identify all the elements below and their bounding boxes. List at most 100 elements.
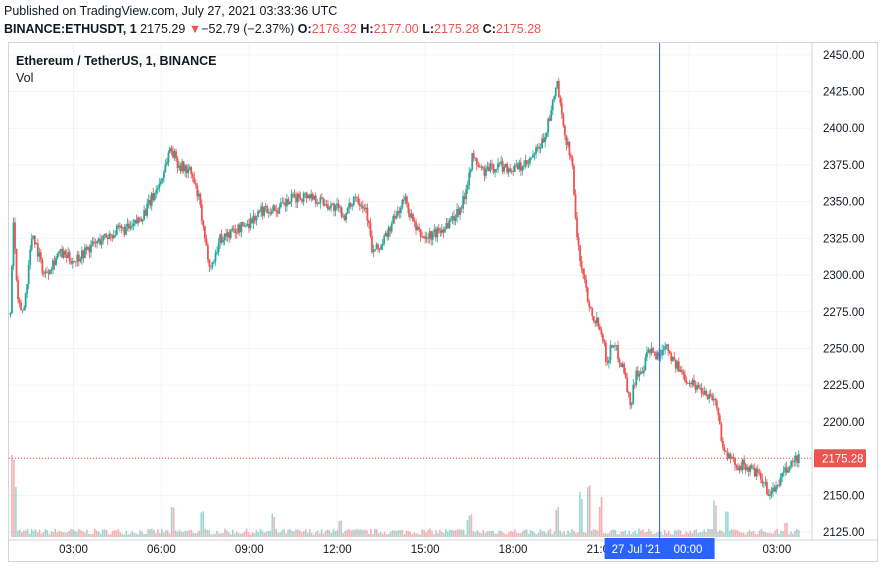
candle <box>791 461 794 463</box>
candle <box>360 205 363 207</box>
volume-bar <box>679 530 682 537</box>
volume-bar <box>561 533 563 537</box>
volume-bar <box>151 528 153 537</box>
candle <box>398 211 401 213</box>
volume-bar <box>557 507 560 537</box>
candle <box>138 217 141 219</box>
candle <box>726 451 729 459</box>
volume-bar <box>549 528 552 537</box>
y-tick-label: 2425.00 <box>823 86 865 98</box>
volume-bar <box>624 530 627 537</box>
candle <box>541 138 544 148</box>
candle <box>302 193 305 202</box>
candle <box>580 260 583 269</box>
candle <box>161 178 164 182</box>
candle <box>52 260 54 270</box>
volume-bar <box>409 531 412 537</box>
volume-bar <box>612 529 615 537</box>
candle <box>79 259 82 262</box>
volume-bar <box>585 532 587 537</box>
candle <box>71 261 74 264</box>
candle <box>570 155 572 158</box>
candle <box>506 163 509 173</box>
volume-bar <box>20 532 23 537</box>
candle <box>469 169 472 173</box>
volume-bar <box>443 533 445 537</box>
candle <box>589 306 592 309</box>
volume-bar <box>324 530 327 537</box>
candle <box>656 352 659 360</box>
volume-bar <box>592 528 595 537</box>
volume-bar <box>462 529 465 537</box>
volume-bar <box>551 534 554 537</box>
candle <box>700 387 703 394</box>
candle <box>213 261 215 262</box>
candle <box>211 261 214 267</box>
candle <box>131 225 133 227</box>
volume-bar <box>494 533 496 537</box>
candle <box>532 154 534 158</box>
volume-bar <box>214 534 216 537</box>
volume-bar <box>123 534 126 537</box>
volume-bar <box>241 532 244 537</box>
candle <box>650 348 653 354</box>
candle <box>235 233 238 234</box>
volume-bar <box>129 533 132 537</box>
candle <box>527 162 530 164</box>
volume-bar <box>263 532 266 537</box>
volume-bar <box>11 454 13 537</box>
candle <box>428 231 431 239</box>
candle <box>585 279 588 288</box>
volume-bar <box>563 531 565 537</box>
volume-bar <box>141 531 143 537</box>
candle <box>635 370 638 385</box>
volume-bar <box>131 531 134 537</box>
candle <box>123 227 126 235</box>
candle <box>147 199 150 204</box>
candle <box>246 223 249 226</box>
candle <box>83 247 86 258</box>
volume-bar <box>618 534 621 537</box>
volume-bar <box>186 531 189 537</box>
candle <box>450 218 452 221</box>
candle <box>522 165 525 167</box>
volume-bar <box>514 529 516 537</box>
candle <box>229 230 232 238</box>
volume-bar <box>450 530 453 537</box>
candle <box>216 251 218 253</box>
candle <box>396 211 399 216</box>
candle <box>68 252 71 262</box>
candle <box>185 165 188 174</box>
candle <box>573 165 575 195</box>
candle <box>287 199 290 205</box>
volume-bar <box>652 533 654 537</box>
candle <box>652 348 654 353</box>
candle <box>633 384 636 386</box>
volume-bar <box>478 532 481 537</box>
candle <box>14 222 16 249</box>
volume-bar <box>697 532 700 537</box>
candle <box>322 198 325 206</box>
candle <box>305 192 308 199</box>
candle <box>91 241 94 245</box>
candle <box>155 189 158 193</box>
candle <box>286 199 288 207</box>
volume-bar <box>277 532 279 537</box>
candle <box>597 317 600 327</box>
volume-bar <box>304 529 307 537</box>
symbol-label: BINANCE:ETHUSDT, 1 <box>4 22 137 36</box>
candle <box>82 250 85 258</box>
volume-bar <box>372 534 374 537</box>
y-tick-label: 2400.00 <box>823 123 865 135</box>
candle <box>588 301 591 307</box>
volume-bar <box>661 534 664 537</box>
candle <box>219 234 221 244</box>
candle <box>436 228 439 238</box>
candle <box>392 216 395 224</box>
volume-bar <box>543 531 546 537</box>
volume-bar <box>233 533 236 537</box>
chart-frame[interactable] <box>8 42 878 562</box>
volume-bar <box>693 530 696 537</box>
volume-bar <box>472 531 475 537</box>
